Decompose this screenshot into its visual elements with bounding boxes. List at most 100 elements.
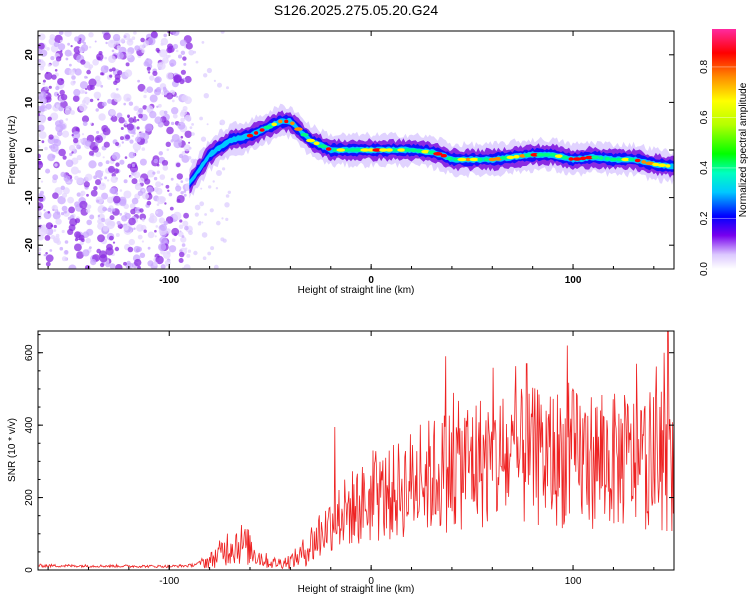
noise-blob — [105, 160, 110, 165]
noise-blob — [109, 215, 115, 221]
noise-blob — [199, 201, 205, 207]
noise-blob — [104, 65, 109, 71]
noise-blob — [161, 159, 169, 167]
noise-blob — [115, 192, 119, 195]
noise-blob — [176, 183, 179, 186]
ridge-spot — [621, 157, 630, 162]
noise-blob — [72, 95, 80, 102]
noise-blob — [203, 73, 208, 78]
ridge-spot — [616, 157, 623, 162]
noise-blob — [74, 201, 80, 208]
noise-blob — [114, 246, 120, 252]
noise-blob — [170, 177, 174, 181]
noise-blob — [107, 98, 113, 104]
noise-blob — [100, 72, 104, 76]
ridge-spot — [332, 148, 338, 152]
ridge-spot — [609, 157, 618, 162]
noise-blob — [44, 146, 48, 151]
noise-blob — [136, 126, 140, 130]
noise-blob — [46, 47, 50, 51]
noise-blob — [68, 69, 75, 76]
noise-blob — [176, 173, 183, 180]
noise-blob — [47, 153, 55, 162]
noise-blob — [176, 195, 185, 203]
noise-blob — [111, 115, 118, 122]
noise-blob — [179, 39, 187, 47]
noise-blob — [116, 45, 121, 50]
noise-blob — [194, 204, 201, 211]
noise-blob — [79, 200, 88, 209]
noise-blob — [142, 105, 147, 110]
colorbar-tick-label: 0.0 — [699, 262, 710, 276]
noise-blob — [106, 179, 110, 182]
noise-blob — [64, 210, 67, 214]
noise-blob — [60, 212, 65, 216]
noise-blob — [85, 238, 91, 244]
noise-blob — [65, 57, 69, 61]
noise-blob — [185, 247, 188, 250]
noise-blob — [38, 252, 42, 255]
noise-blob — [38, 202, 44, 211]
noise-blob — [73, 137, 79, 144]
noise-blob — [202, 256, 207, 261]
noise-blob — [59, 89, 65, 96]
ridge-spot — [657, 163, 667, 167]
noise-blob — [109, 74, 113, 78]
noise-blob — [90, 259, 97, 266]
noise-blob — [50, 234, 56, 240]
colorbar-bar — [712, 29, 736, 269]
noise-blob — [99, 262, 105, 268]
ridge-spot — [591, 155, 600, 160]
noise-blob — [169, 59, 177, 67]
noise-blob — [107, 207, 112, 212]
noise-blob — [76, 177, 84, 185]
noise-blob — [187, 249, 192, 253]
noise-blob — [98, 161, 103, 167]
noise-blob — [142, 189, 145, 192]
noise-blob — [89, 98, 94, 103]
noise-blob — [188, 49, 195, 56]
noise-blob — [173, 211, 182, 221]
noise-blob — [68, 264, 77, 269]
noise-blob — [133, 227, 136, 230]
noise-blob — [84, 140, 92, 147]
noise-blob — [115, 264, 123, 269]
ridge-spot — [506, 155, 515, 160]
noise-blob — [59, 39, 63, 43]
noise-blob — [163, 110, 168, 115]
noise-blob — [144, 58, 153, 67]
noise-blob — [120, 38, 125, 43]
noise-blob — [74, 238, 79, 242]
noise-blob — [96, 53, 104, 61]
noise-blob — [127, 246, 134, 253]
colorbar-ticks: 0.0 0.2 0.4 0.6 0.8 — [699, 60, 736, 276]
noise-blob — [54, 163, 58, 167]
noise-blob — [109, 109, 116, 116]
noise-blob — [112, 114, 115, 117]
noise-blob — [55, 56, 62, 62]
noise-blob — [172, 43, 179, 50]
noise-blob — [169, 206, 174, 211]
noise-blob — [67, 228, 74, 235]
noise-blob — [128, 101, 134, 106]
noise-blob — [62, 187, 70, 195]
noise-blob — [153, 158, 159, 164]
noise-blob — [44, 71, 53, 80]
noise-blob — [38, 105, 42, 113]
ridge-spot — [580, 156, 587, 161]
snr-ticks: -100 0 100 0 200 400 600 — [24, 331, 674, 587]
noise-blob — [38, 153, 41, 159]
noise-blob — [96, 130, 100, 134]
spectrogram-ytick-label: 0 — [24, 147, 35, 153]
noise-blob — [93, 91, 102, 100]
noise-blob — [45, 252, 48, 255]
noise-blob — [147, 231, 155, 239]
ridge-spot — [453, 157, 459, 162]
noise-blob — [43, 209, 46, 212]
noise-blob — [116, 88, 119, 91]
noise-blob — [180, 135, 184, 139]
ridge-spot — [300, 133, 309, 137]
noise-blob — [135, 136, 141, 143]
noise-blob — [110, 92, 117, 99]
